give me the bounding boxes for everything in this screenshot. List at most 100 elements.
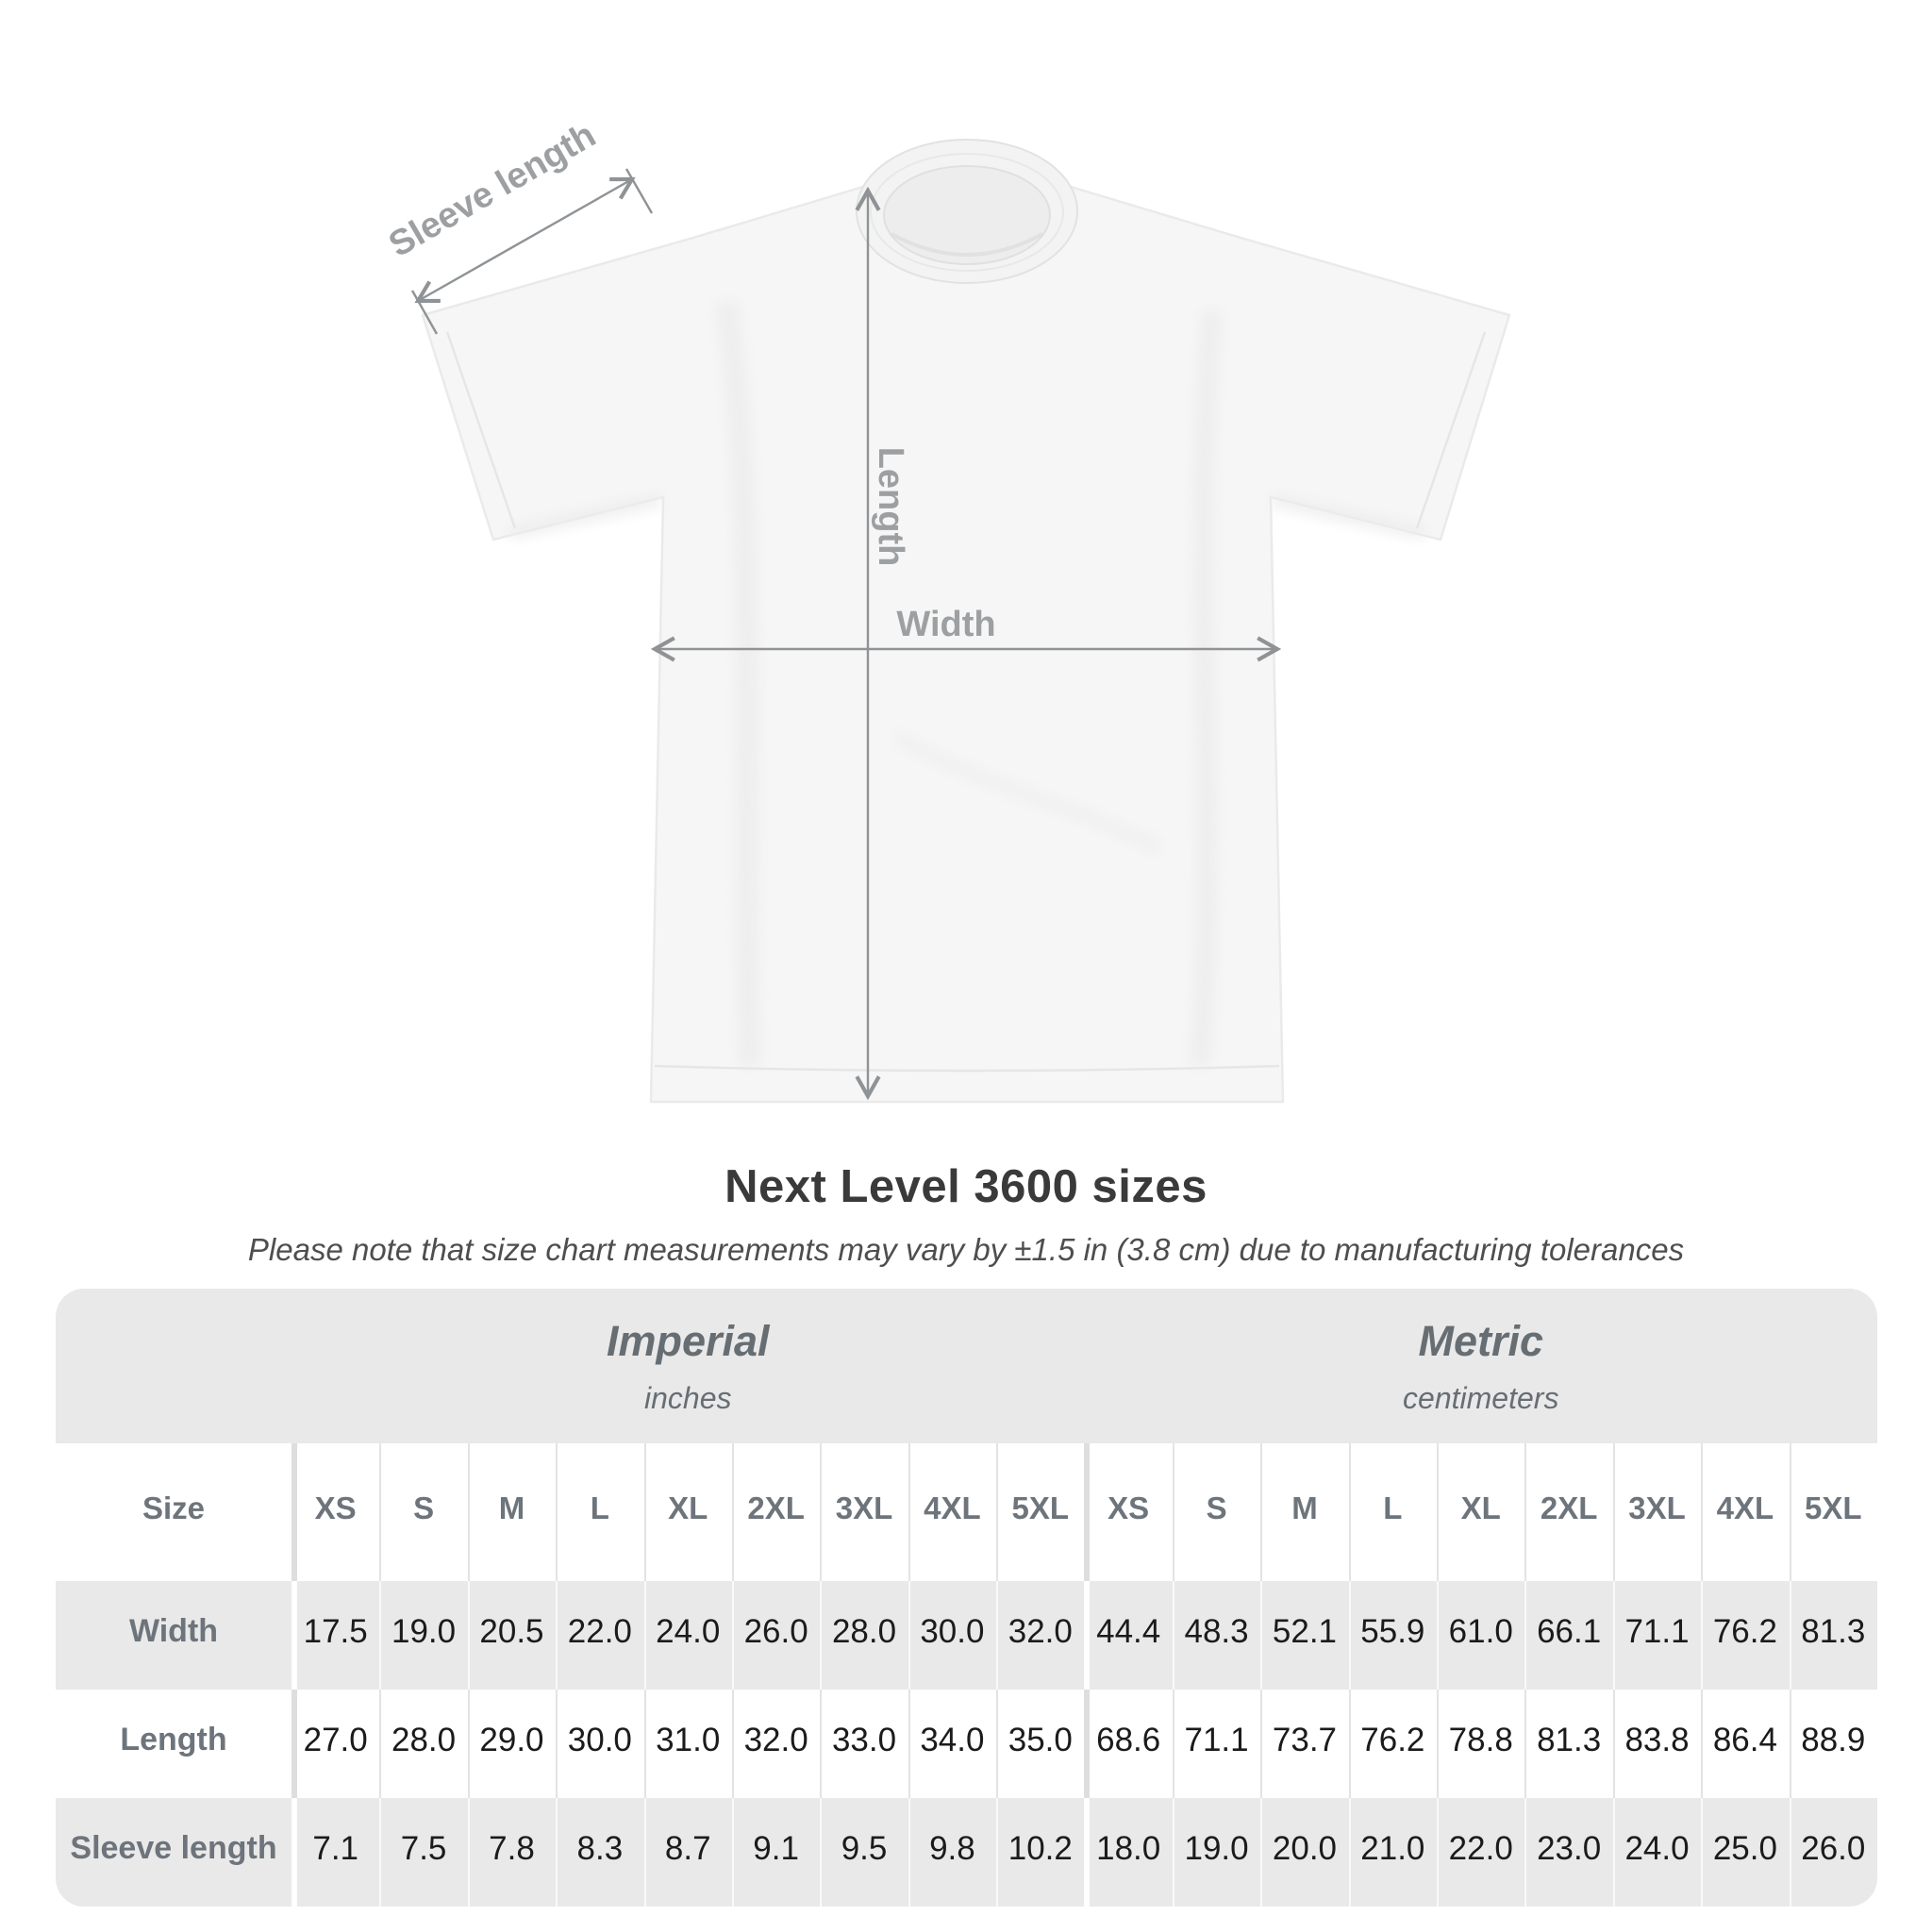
row-label-width: Width: [128, 1613, 219, 1649]
measurement-value: 9.1: [732, 1798, 820, 1907]
measurement-value: 9.5: [820, 1798, 908, 1907]
measurement-value: 55.9: [1349, 1581, 1437, 1690]
metric-sublabel: centimeters: [1403, 1381, 1559, 1415]
width-label: Width: [896, 605, 995, 644]
row-label-sleeve-length: Sleeve length: [70, 1830, 277, 1866]
unit-group-metric: Metric centimeters: [1085, 1289, 1878, 1443]
neck-inner-shadow: [891, 232, 1043, 257]
size-header-row: Size XS S M L XL 2XL 3XL 4XL 5XL XS S M L XL 2XL 3XL 4XL…: [56, 1443, 1877, 1581]
measurement-value: 33.0: [820, 1690, 908, 1798]
size-table: Imperial inches Metric centimeters Size …: [56, 1289, 1877, 1907]
size-col-header: 3XL: [820, 1443, 908, 1581]
sleeve-length-label: Sleeve length: [382, 115, 602, 265]
dimension-lines: [410, 168, 1282, 1101]
sleeve-tick-end: [625, 168, 654, 214]
left-sleeve-hem: [445, 331, 517, 529]
size-header-label: Size: [142, 1491, 206, 1525]
size-col-header: 2XL: [732, 1443, 820, 1581]
unit-header-band: Imperial inches Metric centimeters: [56, 1289, 1877, 1443]
right-sleeve-hem: [1415, 331, 1487, 529]
measurement-value: 66.1: [1524, 1581, 1612, 1690]
measurement-value: 29.0: [468, 1690, 556, 1798]
measurement-row: Length 27.0 28.0 29.0 30.0 31.0 32.0 33.0 34.0 3…: [56, 1690, 1877, 1798]
measurement-value: 71.1: [1173, 1690, 1260, 1798]
measurement-value: 76.2: [1349, 1690, 1437, 1798]
size-col-header: 5XL: [1790, 1443, 1877, 1581]
imperial-sublabel: inches: [644, 1381, 732, 1415]
page-title: Next Level 3600 sizes: [724, 1161, 1208, 1212]
measurement-value: 30.0: [556, 1690, 643, 1798]
measurement-value: 73.7: [1260, 1690, 1348, 1798]
size-col-header: S: [379, 1443, 467, 1581]
sleeve-tick-start: [410, 290, 439, 335]
measurement-value: 24.0: [1613, 1798, 1701, 1907]
measurement-value: 32.0: [732, 1690, 820, 1798]
measurement-value: 61.0: [1437, 1581, 1524, 1690]
measurement-value: 21.0: [1349, 1798, 1437, 1907]
measurement-value: 86.4: [1701, 1690, 1789, 1798]
fabric-shading: [508, 300, 1426, 1067]
sleeve-length-arrow: [414, 176, 636, 304]
size-col-header: M: [1260, 1443, 1348, 1581]
measurement-value: 76.2: [1701, 1581, 1789, 1690]
size-col-header: 3XL: [1613, 1443, 1701, 1581]
measurement-value: 20.0: [1260, 1798, 1348, 1907]
length-label: Length: [871, 447, 910, 567]
measurement-value: 27.0: [291, 1690, 379, 1798]
neck-opening: [883, 165, 1051, 265]
measurement-value: 35.0: [996, 1690, 1084, 1798]
measurement-value: 30.0: [908, 1581, 996, 1690]
measurement-value: 31.0: [644, 1690, 732, 1798]
measurement-value: 28.0: [820, 1581, 908, 1690]
measurement-value: 9.8: [908, 1798, 996, 1907]
measurement-value: 24.0: [644, 1581, 732, 1690]
size-col-header: XS: [291, 1443, 379, 1581]
measurement-value: 26.0: [1790, 1798, 1877, 1907]
measurement-value: 68.6: [1084, 1690, 1172, 1798]
measurement-value: 32.0: [996, 1581, 1084, 1690]
measurement-value: 34.0: [908, 1690, 996, 1798]
size-col-header: XL: [1437, 1443, 1524, 1581]
size-col-header: L: [1349, 1443, 1437, 1581]
size-col-header: 4XL: [908, 1443, 996, 1581]
size-col-header: 5XL: [996, 1443, 1084, 1581]
measurement-value: 81.3: [1790, 1581, 1877, 1690]
measurement-value: 22.0: [556, 1581, 643, 1690]
measurement-value: 10.2: [996, 1798, 1084, 1907]
unit-group-imperial: Imperial inches: [291, 1289, 1085, 1443]
measurement-value: 7.8: [468, 1798, 556, 1907]
imperial-label: Imperial: [606, 1317, 770, 1365]
measurement-value: 25.0: [1701, 1798, 1789, 1907]
measurement-value: 7.1: [291, 1798, 379, 1907]
row-label-length: Length: [120, 1722, 227, 1757]
measurement-value: 28.0: [379, 1690, 467, 1798]
size-col-header: L: [556, 1443, 643, 1581]
size-col-header: XS: [1084, 1443, 1172, 1581]
measurement-row: Sleeve length 7.1 7.5 7.8 8.3 8.7 9.1 9.5 9.8 10…: [56, 1798, 1877, 1907]
tolerance-note: Please note that size chart measurements…: [247, 1232, 1685, 1267]
measurement-row: Width 17.5 19.0 20.5 22.0 24.0 26.0 28.0 30.0 32…: [56, 1581, 1877, 1690]
measurement-value: 19.0: [379, 1581, 467, 1690]
bottom-hem: [654, 1064, 1280, 1073]
measurement-value: 17.5: [291, 1581, 379, 1690]
measurement-value: 22.0: [1437, 1798, 1524, 1907]
measurement-value: 8.3: [556, 1798, 643, 1907]
measurement-value: 18.0: [1084, 1798, 1172, 1907]
measurement-value: 23.0: [1524, 1798, 1612, 1907]
size-col-header: XL: [644, 1443, 732, 1581]
measurement-value: 52.1: [1260, 1581, 1348, 1690]
size-col-header: 2XL: [1524, 1443, 1612, 1581]
measurement-value: 44.4: [1084, 1581, 1172, 1690]
measurement-value: 7.5: [379, 1798, 467, 1907]
measurement-value: 71.1: [1613, 1581, 1701, 1690]
measurement-value: 20.5: [468, 1581, 556, 1690]
metric-label: Metric: [1418, 1317, 1544, 1365]
measurement-value: 26.0: [732, 1581, 820, 1690]
band-corner-spacer: [56, 1289, 291, 1443]
measurement-value: 78.8: [1437, 1690, 1524, 1798]
measurement-value: 8.7: [644, 1798, 732, 1907]
measurement-value: 83.8: [1613, 1690, 1701, 1798]
size-col-header: S: [1173, 1443, 1260, 1581]
